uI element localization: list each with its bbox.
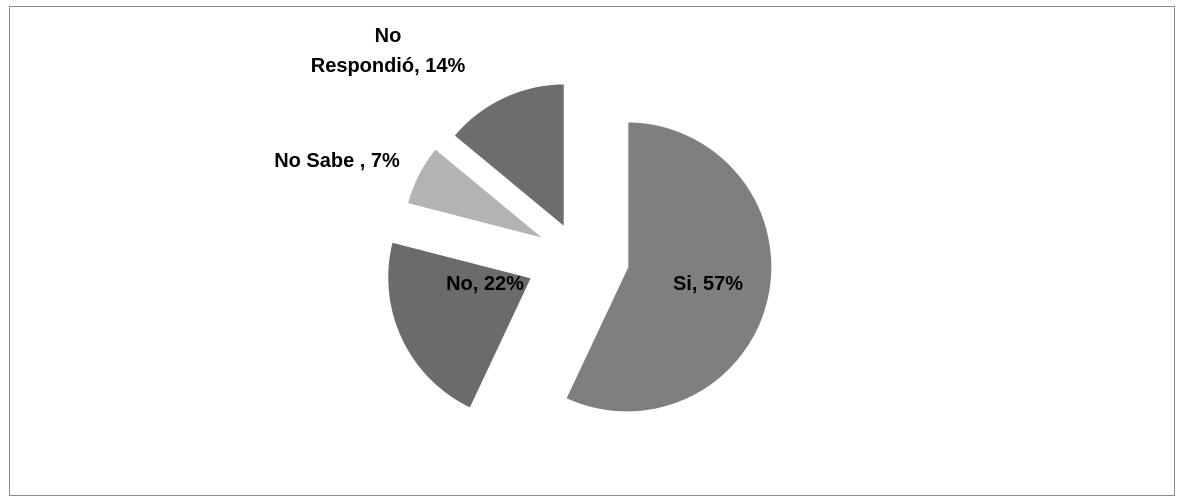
pie-slice-no-sabe (404, 145, 549, 243)
pie-slice-no-respondió (450, 81, 567, 233)
slice-label-si: Si, 57% (673, 273, 743, 295)
slice-label-no: No, 22% (446, 273, 524, 295)
chart-area (9, 6, 1175, 496)
pie-chart: Si, 57% No, 22% No Sabe , 7% No Respondió, 1… (274, 25, 775, 415)
pie-slices (385, 81, 775, 415)
pie-slice-no (385, 239, 535, 412)
pie-slice-si (562, 119, 775, 415)
slice-label-no-respondió: No Respondió, 14% (311, 25, 466, 77)
pie-labels: Si, 57% No, 22% No Sabe , 7% No Respondió, 1… (274, 25, 743, 295)
slice-label-no-sabe: No Sabe , 7% (274, 150, 400, 172)
